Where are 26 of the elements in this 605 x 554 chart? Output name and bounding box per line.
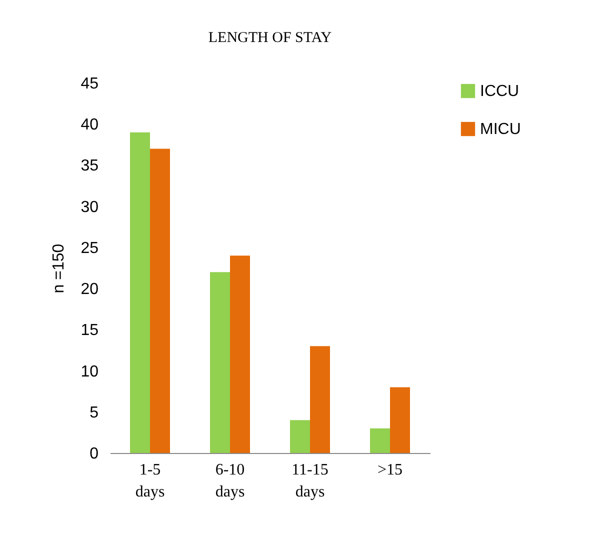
bar — [210, 272, 230, 453]
x-tick-label: 6-10 days — [215, 462, 245, 500]
y-tick-label: 10 — [80, 363, 99, 380]
y-tick-label: 0 — [90, 446, 99, 462]
y-tick-label: 20 — [80, 281, 99, 298]
bar — [230, 256, 250, 453]
chart-title: LENGTH OF STAY — [208, 30, 332, 46]
bar — [370, 428, 390, 453]
x-tick-label: >15 — [377, 462, 403, 478]
legend-label: MICU — [480, 121, 521, 138]
x-tick-label: 11-15 days — [292, 462, 328, 500]
bar — [390, 387, 410, 453]
bar — [150, 148, 170, 453]
y-tick-label: 30 — [80, 198, 99, 216]
bar — [310, 346, 330, 453]
y-tick-label: 15 — [80, 322, 99, 340]
y-tick-label: 25 — [80, 240, 99, 257]
x-tick-label: 1-5 days — [135, 462, 165, 500]
y-tick-label: 5 — [90, 404, 99, 422]
bar — [130, 132, 150, 453]
y-tick-label: 45 — [80, 76, 99, 92]
legend-label: ICCU — [480, 83, 520, 100]
y-tick-label: 40 — [80, 116, 99, 134]
bar — [290, 420, 310, 453]
y-tick-label: 35 — [80, 158, 99, 175]
y-axis-title: n =150 — [50, 244, 68, 294]
